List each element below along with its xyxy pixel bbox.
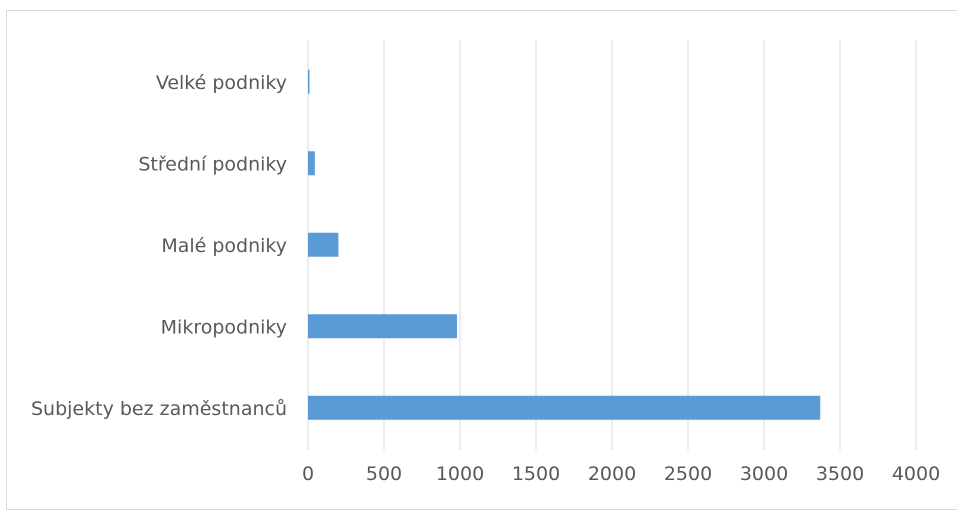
bar xyxy=(308,314,457,339)
x-tick-label: 0 xyxy=(302,463,314,485)
category-label: Malé podniky xyxy=(161,235,287,257)
bar xyxy=(308,395,821,420)
bars xyxy=(308,69,821,420)
category-labels: Velké podniky Střední podniky Malé podniky… xyxy=(31,72,287,420)
x-tick-label: 2500 xyxy=(664,463,712,485)
category-label: Velké podniky xyxy=(156,72,287,94)
x-tick-label: 3000 xyxy=(740,463,788,485)
category-label: Mikropodniky xyxy=(161,316,287,338)
x-tick-label: 4000 xyxy=(892,463,940,485)
category-label: Subjekty bez zaměstnanců xyxy=(31,398,287,420)
x-tick-label: 1000 xyxy=(436,463,484,485)
x-tick-labels: 0 500 1000 1500 2000 2500 3000 3500 4000 xyxy=(302,463,940,485)
x-tick-label: 1500 xyxy=(512,463,560,485)
x-tick-label: 3500 xyxy=(816,463,864,485)
bar xyxy=(308,151,315,176)
bar xyxy=(308,69,310,94)
chart-frame xyxy=(6,10,957,510)
x-tick-label: 500 xyxy=(366,463,402,485)
x-tick-label: 2000 xyxy=(588,463,636,485)
bar xyxy=(308,232,339,257)
gridlines xyxy=(307,40,917,450)
category-label: Střední podniky xyxy=(138,153,287,175)
